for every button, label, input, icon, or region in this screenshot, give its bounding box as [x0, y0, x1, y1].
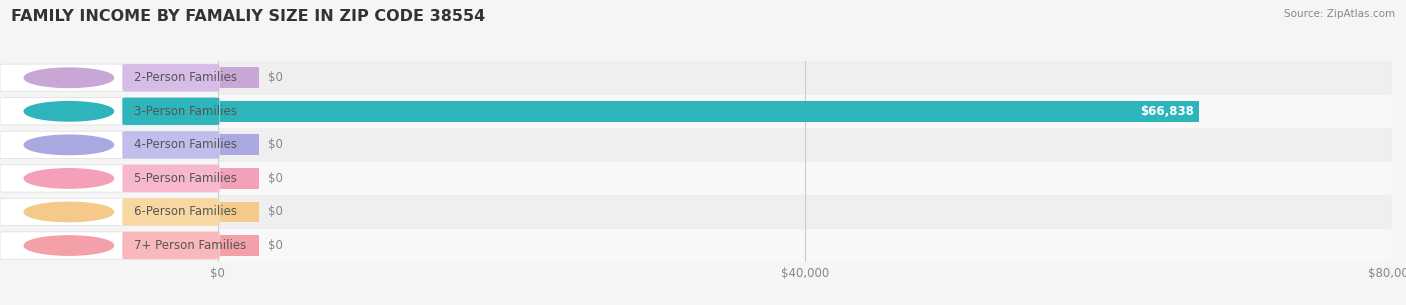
Text: FAMILY INCOME BY FAMALIY SIZE IN ZIP CODE 38554: FAMILY INCOME BY FAMALIY SIZE IN ZIP COD…	[11, 9, 485, 24]
Bar	[218, 229, 1392, 262]
Text: 2-Person Families: 2-Person Families	[134, 71, 236, 84]
Bar	[218, 168, 259, 189]
Text: 7+ Person Families: 7+ Person Families	[134, 239, 246, 252]
Text: 4-Person Families: 4-Person Families	[134, 138, 236, 151]
Bar	[218, 235, 259, 256]
Text: $66,838: $66,838	[1140, 105, 1194, 118]
Bar	[218, 95, 1392, 128]
Text: $0: $0	[269, 206, 283, 218]
Text: 3-Person Families: 3-Person Families	[134, 105, 236, 118]
Text: 5-Person Families: 5-Person Families	[134, 172, 236, 185]
Bar	[218, 128, 1392, 162]
Text: $0: $0	[269, 138, 283, 151]
Bar	[218, 67, 259, 88]
Bar	[218, 195, 1392, 229]
Text: $0: $0	[269, 172, 283, 185]
Bar	[218, 135, 259, 155]
Bar	[218, 101, 1199, 122]
Text: $0: $0	[269, 239, 283, 252]
Text: $0: $0	[269, 71, 283, 84]
Bar	[218, 162, 1392, 195]
Text: 6-Person Families: 6-Person Families	[134, 206, 236, 218]
Text: Source: ZipAtlas.com: Source: ZipAtlas.com	[1284, 9, 1395, 19]
Bar	[218, 202, 259, 222]
Bar	[218, 61, 1392, 95]
